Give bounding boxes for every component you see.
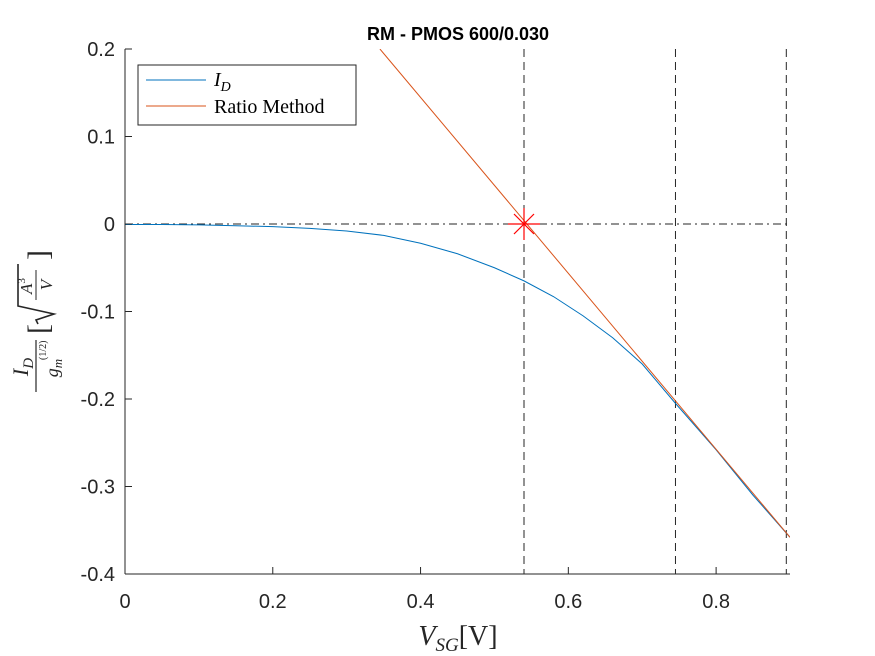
y-label-numerator: ID [8, 358, 37, 377]
legend-entry-ratio-method: Ratio Method [214, 96, 325, 118]
x-axis: 0 0.2 0.4 0.6 0.8 [119, 567, 730, 613]
x-label-main: V [418, 621, 438, 652]
y-label-exp-num: 1 [38, 352, 49, 357]
axes-background [125, 49, 790, 574]
y-label-exp-den: 2 [38, 344, 49, 349]
y-tick-label: -0.1 [81, 302, 115, 324]
series-layer [125, 49, 790, 538]
x-label-sub: SG [436, 635, 460, 656]
y-label-denominator: gm [42, 359, 65, 377]
x-tick-label: 0.8 [702, 591, 730, 613]
legend-id-sub: D [220, 80, 231, 95]
y-label-num-sub: D [21, 358, 37, 370]
intercept-marker [508, 208, 540, 240]
x-tick-label: 0.4 [407, 591, 435, 613]
plot-area: 0 0.2 0.4 0.6 0.8 0.2 0.1 0 -0.1 -0.2 -0.3 -0.4 [81, 39, 790, 613]
y-axis-label: ID gm (1/2) [ A3 V ] [8, 250, 65, 392]
y-label-num-main: I [8, 367, 33, 377]
y-tick-label: 0 [104, 214, 115, 236]
y-label-root-icon [17, 264, 57, 325]
y-label-den-sub: m [50, 359, 65, 368]
y-label-bracket-open: [ [22, 324, 55, 334]
y-label-root-denominator: V [37, 277, 56, 290]
x-tick-label: 0.6 [554, 591, 582, 613]
y-axis: 0.2 0.1 0 -0.1 -0.2 -0.3 -0.4 [81, 39, 132, 586]
y-tick-label: 0.2 [87, 39, 115, 61]
y-label-den-main: g [42, 368, 62, 377]
y-tick-label: 0.1 [87, 127, 115, 149]
y-label-den-exp: (1/2) [38, 341, 49, 360]
y-tick-label: -0.3 [81, 477, 115, 499]
y-label-root-num-main: A [17, 283, 36, 295]
x-axis-label: VSG[V] [418, 621, 497, 656]
legend-box [137, 64, 357, 126]
y-tick-label: -0.4 [81, 564, 115, 586]
y-tick-label: -0.2 [81, 389, 115, 411]
legend-entry-id: ID [213, 69, 231, 95]
y-label-root-numerator: A3 [16, 278, 36, 295]
series-id-line [125, 223, 790, 538]
chart-title: RM - PMOS 600/0.030 [367, 24, 549, 44]
marker-layer [508, 208, 540, 240]
y-label-root-num-exp: 3 [16, 278, 28, 284]
legend-id-main: I [213, 69, 222, 91]
legend: ID Ratio Method [137, 64, 357, 126]
x-tick-label: 0.2 [259, 591, 287, 613]
x-tick-label: 0 [119, 591, 130, 613]
y-label-bracket-close: ] [22, 250, 55, 260]
x-label-unit: [V] [459, 621, 498, 652]
series-ratio-method-line [379, 49, 790, 538]
reference-lines [125, 49, 790, 574]
